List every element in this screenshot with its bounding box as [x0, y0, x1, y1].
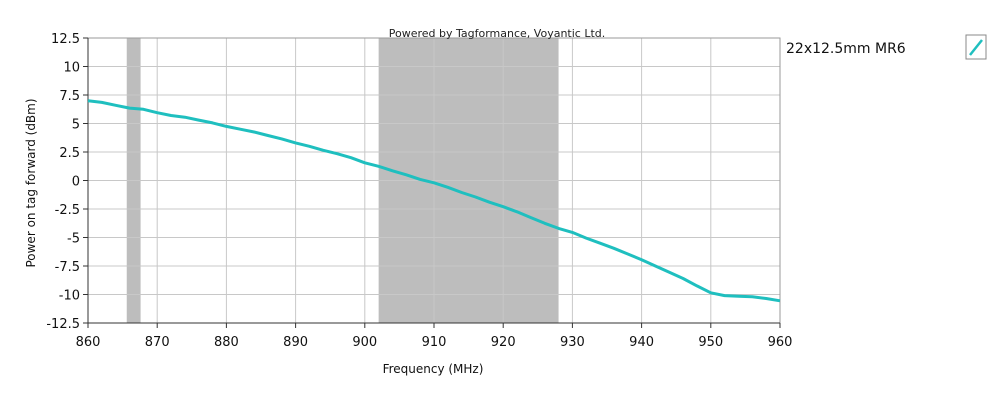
x-tick-label: 900 [352, 335, 377, 350]
legend: 22x12.5mm MR6 [786, 34, 987, 60]
x-axis-ticks: 860 870 880 890 900 910 920 930 940 950 960 [76, 323, 793, 350]
x-tick-label: 890 [283, 335, 308, 350]
x-tick-label: 920 [491, 335, 516, 350]
series-line-0 [87, 99, 781, 303]
y-tick-label: -7.5 [55, 260, 80, 275]
x-tick-label: 880 [214, 335, 239, 350]
y-tick-label: 10 [63, 61, 80, 76]
x-tick-label: 940 [629, 335, 654, 350]
y-axis-ticks: 12.5 10 7.5 5 2.5 0 -2.5 -5 -7.5 -10 -12.5 [46, 32, 88, 332]
y-axis-label: Power on tag forward (dBm) [24, 98, 38, 267]
y-tick-label: 2.5 [59, 146, 80, 161]
y-tick-label: -10 [59, 289, 80, 304]
grid [87, 37, 781, 324]
legend-swatch-line [969, 39, 983, 56]
series-layer [87, 99, 781, 303]
x-tick-label: 930 [560, 335, 585, 350]
x-axis-label: Frequency (MHz) [383, 362, 484, 376]
y-tick-label: 5 [72, 118, 80, 133]
y-tick-label: -12.5 [46, 317, 80, 332]
x-tick-label: 870 [145, 335, 170, 350]
legend-entry-label: 22x12.5mm MR6 [786, 41, 906, 57]
y-tick-label: 0 [72, 175, 80, 190]
y-tick-label: 7.5 [59, 89, 80, 104]
chart-watermark: Powered by Tagformance, Voyantic Ltd. [389, 27, 606, 40]
y-tick-label: -2.5 [55, 203, 80, 218]
x-tick-label: 950 [698, 335, 723, 350]
x-tick-label: 860 [76, 335, 101, 350]
y-tick-label: 12.5 [51, 32, 80, 47]
x-tick-label: 960 [768, 335, 793, 350]
y-tick-label: -5 [67, 232, 80, 247]
x-tick-label: 910 [422, 335, 447, 350]
